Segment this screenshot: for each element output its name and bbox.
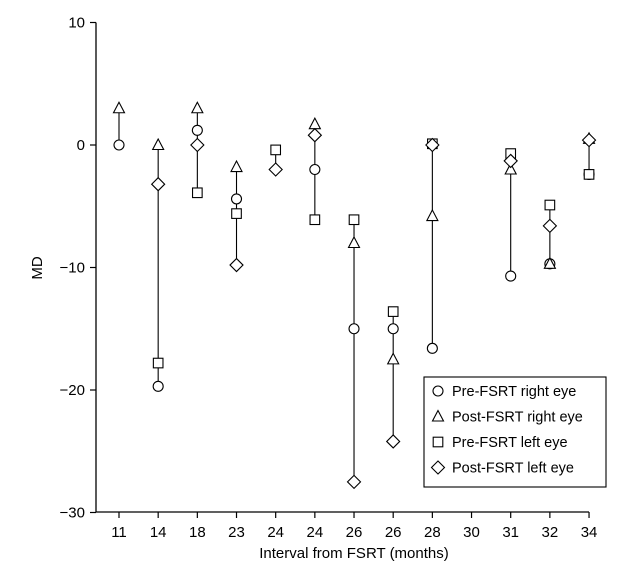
square-marker [152, 357, 164, 369]
circle-marker [113, 139, 125, 151]
y-tick-label: −20 [60, 382, 85, 399]
diamond-marker [307, 127, 323, 143]
triangle-marker [190, 101, 204, 114]
y-tick-label: −10 [60, 260, 85, 277]
legend-circle-icon [432, 385, 444, 397]
diamond-marker [385, 434, 401, 449]
circle-marker [426, 342, 438, 354]
square-marker [270, 144, 282, 156]
axes: 10 0 −10 −20 −30 11 14 18 23 24 24 26 26 28 30 31 32 34 [60, 15, 598, 542]
diamond-marker [503, 153, 518, 169]
diamond-marker [346, 474, 362, 490]
triangle-marker [347, 235, 361, 249]
circle-marker [230, 193, 243, 205]
circle-marker [387, 323, 399, 335]
triangle-marker [543, 256, 557, 269]
x-tick-label: 30 [463, 524, 480, 541]
legend-diamond-icon [430, 460, 446, 475]
x-axis-label: Interval from FSRT (months) [259, 545, 449, 562]
diamond-marker [150, 176, 166, 192]
x-tick-label: 32 [542, 524, 559, 541]
triangle-marker [504, 162, 518, 175]
legend-label: Pre-FSRT right eye [452, 384, 576, 400]
circle-marker [348, 323, 360, 335]
triangle-marker [386, 352, 400, 365]
x-tick-label: 23 [228, 524, 245, 541]
square-marker [309, 214, 321, 226]
triangle-marker [151, 137, 165, 151]
square-marker [348, 214, 360, 226]
x-tick-label: 14 [150, 524, 167, 541]
circle-marker [191, 124, 203, 136]
legend: Pre-FSRT right eye Post-FSRT right eye Pre… [423, 376, 607, 488]
square-marker [387, 306, 399, 317]
y-tick-label: 0 [77, 137, 85, 154]
legend-label: Post-FSRT right eye [452, 410, 583, 426]
x-tick-label: 31 [502, 524, 519, 541]
x-tick-label: 18 [189, 524, 206, 541]
square-marker [544, 199, 556, 211]
y-tick-label: 10 [68, 15, 85, 32]
circle-marker [152, 380, 164, 392]
triangle-marker [308, 116, 322, 130]
x-tick-label: 24 [267, 524, 284, 541]
circle-marker [309, 163, 321, 176]
square-marker [231, 208, 242, 219]
x-tick-label: 11 [111, 524, 127, 541]
legend-square-icon [432, 436, 444, 448]
diamond-marker [190, 137, 205, 153]
data-markers [112, 101, 597, 490]
diamond-marker [268, 162, 283, 177]
x-tick-label: 28 [424, 524, 441, 541]
x-tick-label: 34 [581, 524, 598, 541]
x-tick-label: 26 [385, 524, 402, 541]
circle-marker [505, 270, 517, 282]
legend-label: Post-FSRT left eye [452, 461, 574, 477]
legend-box [423, 376, 607, 488]
legend-label: Pre-FSRT left eye [452, 435, 568, 451]
square-marker [583, 169, 595, 180]
diamond-marker [425, 137, 440, 153]
diamond-marker [229, 257, 244, 273]
triangle-marker [425, 208, 439, 222]
diamond-marker [542, 218, 558, 234]
square-marker [191, 187, 203, 199]
y-axis-label: MD [29, 256, 46, 279]
y-tick-label: −30 [60, 505, 85, 522]
x-tick-label: 24 [307, 524, 324, 541]
triangle-marker [230, 159, 243, 173]
legend-triangle-icon [431, 409, 445, 422]
x-tick-label: 26 [346, 524, 363, 541]
triangle-marker [112, 101, 126, 114]
diamond-marker [581, 132, 597, 148]
